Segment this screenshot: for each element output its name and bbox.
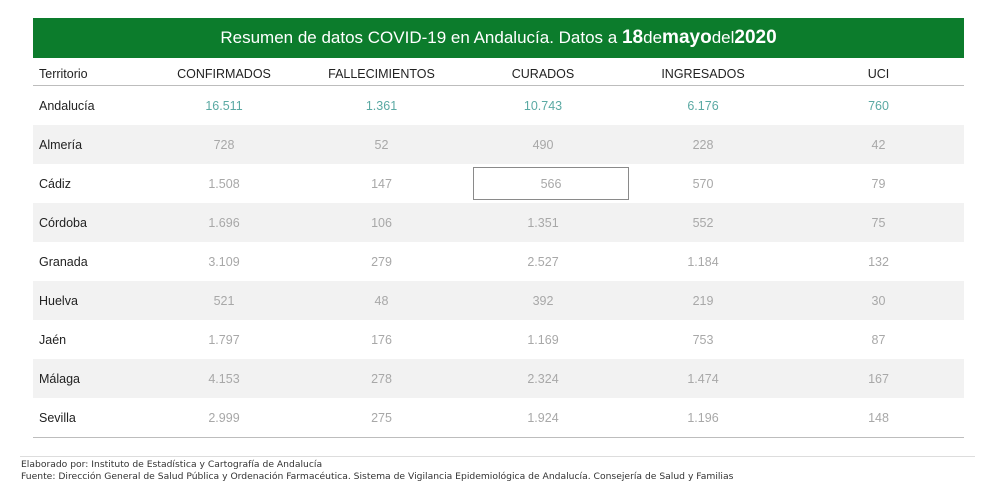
curados-cell: 2.324 — [473, 359, 613, 398]
title-year: 2020 — [734, 27, 777, 48]
table-row-granada: Granada 3.109 279 2.527 1.184 132 — [33, 242, 964, 281]
table-row-sevilla: Sevilla 2.999 275 1.924 1.196 148 — [33, 398, 964, 438]
uci-cell: 87 — [871, 332, 886, 347]
uci-cell: 42 — [793, 125, 964, 164]
table-row-malaga: Málaga 4.153 278 2.324 1.474 167 — [33, 359, 964, 398]
fallecimientos-cell: 278 — [290, 359, 473, 398]
uci-cell: 30 — [793, 281, 964, 320]
footer-source: Fuente: Dirección General de Salud Públi… — [21, 471, 734, 482]
table-row-jaen: Jaén 1.797 176 1.169 753 87 — [33, 320, 964, 359]
footer-divider — [20, 456, 975, 457]
fallecimientos-cell: 176 — [371, 332, 392, 347]
ingresados-cell: 228 — [613, 125, 793, 164]
ingresados-cell: 552 — [613, 203, 793, 242]
column-header-territorio: Territorio — [33, 63, 158, 86]
confirmados-cell: 728 — [158, 125, 290, 164]
uci-cell: 75 — [793, 203, 964, 242]
territory-cell: Almería — [33, 125, 158, 164]
uci-cell: 167 — [793, 359, 964, 398]
uci-cell: 79 — [871, 176, 886, 191]
territory-cell: Sevilla — [33, 398, 158, 438]
territory-cell: Córdoba — [33, 203, 158, 242]
uci-cell: 148 — [793, 398, 964, 438]
curados-cell: 10.743 — [523, 98, 563, 113]
fallecimientos-cell: 106 — [290, 203, 473, 242]
uci-cell: 760 — [868, 98, 889, 113]
ingresados-cell: 1.184 — [687, 254, 719, 269]
ingresados-cell: 6.176 — [687, 98, 719, 113]
confirmados-cell: 2.999 — [158, 398, 290, 438]
territory-cell: Cádiz — [39, 176, 71, 191]
uci-cell: 132 — [868, 254, 889, 269]
ingresados-cell: 570 — [692, 176, 714, 191]
table-row-cordoba: Córdoba 1.696 106 1.351 552 75 — [33, 203, 964, 242]
confirmados-cell: 16.511 — [205, 98, 243, 113]
territory-cell: Huelva — [33, 281, 158, 320]
confirmados-cell: 1.696 — [158, 203, 290, 242]
curados-cell: 1.351 — [473, 203, 613, 242]
curados-cell: 1.169 — [527, 332, 559, 347]
covid-data-table: Territorio CONFIRMADOS FALLECIMIENTOS CU… — [33, 63, 964, 438]
curados-cell: 1.924 — [473, 398, 613, 438]
header-row: Territorio CONFIRMADOS FALLECIMIENTOS CU… — [33, 63, 964, 86]
territory-cell: Andalucía — [39, 98, 95, 113]
confirmados-cell: 1.797 — [208, 332, 240, 347]
table-row-andalucia: Andalucía 16.511 1.361 10.743 6.176 760 — [33, 86, 964, 126]
table-row-huelva: Huelva 521 48 392 219 30 — [33, 281, 964, 320]
column-header-confirmados: CONFIRMADOS — [158, 63, 290, 86]
ingresados-cell: 219 — [613, 281, 793, 320]
territory-cell: Málaga — [33, 359, 158, 398]
selected-cell-box[interactable]: 566 — [473, 167, 629, 200]
footer-credit: Elaborado por: Instituto de Estadística … — [21, 459, 323, 470]
title-day: 18 — [621, 27, 644, 48]
fallecimientos-cell: 48 — [290, 281, 473, 320]
curados-cell: 392 — [473, 281, 613, 320]
fallecimientos-cell: 52 — [290, 125, 473, 164]
column-header-uci: UCI — [793, 63, 964, 86]
table-title-banner: Resumen de datos COVID-19 en Andalucía. … — [33, 18, 964, 58]
fallecimientos-cell: 147 — [371, 176, 392, 191]
confirmados-cell: 521 — [158, 281, 290, 320]
table-row-cadiz: Cádiz 1.508 147 566 570 79 — [33, 164, 964, 203]
fallecimientos-cell: 275 — [290, 398, 473, 438]
title-de: de — [643, 28, 663, 47]
curados-cell: 2.527 — [527, 254, 559, 269]
confirmados-cell: 3.109 — [208, 254, 240, 269]
title-prefix: Resumen de datos COVID-19 en Andalucía. … — [220, 28, 618, 47]
territory-cell: Granada — [39, 254, 88, 269]
column-header-fallecimientos: FALLECIMIENTOS — [290, 63, 473, 86]
table-row-almeria: Almería 728 52 490 228 42 — [33, 125, 964, 164]
column-header-ingresados: INGRESADOS — [613, 63, 793, 86]
column-header-curados: CURADOS — [473, 63, 613, 86]
territory-cell: Jaén — [39, 332, 67, 347]
ingresados-cell: 1.474 — [613, 359, 793, 398]
title-del: del — [711, 28, 735, 47]
title-month: mayo — [662, 27, 712, 48]
ingresados-cell: 753 — [692, 332, 714, 347]
confirmados-cell: 4.153 — [158, 359, 290, 398]
fallecimientos-cell: 1.361 — [365, 98, 398, 113]
fallecimientos-cell: 279 — [371, 254, 392, 269]
ingresados-cell: 1.196 — [613, 398, 793, 438]
confirmados-cell: 1.508 — [208, 176, 240, 191]
curados-cell-selected[interactable]: 566 — [473, 164, 629, 203]
source-footer: Elaborado por: Instituto de Estadística … — [21, 459, 733, 483]
curados-cell: 490 — [473, 125, 613, 164]
